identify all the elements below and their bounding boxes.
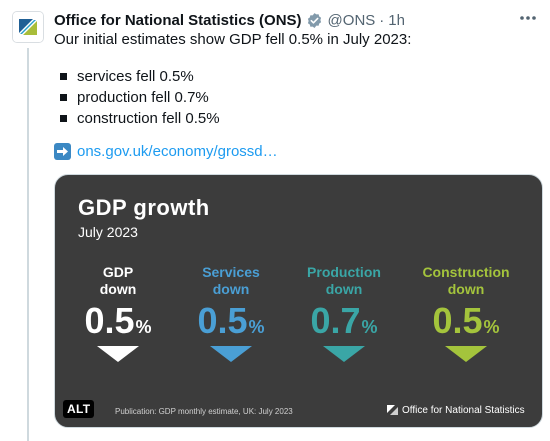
stat-number: 0.5 — [84, 300, 135, 341]
down-triangle-icon — [445, 346, 487, 362]
stat-label-direction: down — [99, 281, 137, 297]
down-triangle-icon — [323, 346, 365, 362]
bullet-square-icon — [60, 94, 67, 101]
card-brand: Office for National Statistics — [387, 404, 525, 416]
stat-label: Services — [202, 264, 260, 280]
stat-unit: % — [248, 317, 265, 337]
stat-label-direction: down — [447, 281, 485, 297]
stat-label-direction: down — [325, 281, 363, 297]
stat-number: 0.5 — [197, 300, 248, 341]
right-arrow-emoji-icon — [54, 143, 71, 160]
stat-construction: Construction down 0.5% — [411, 264, 521, 362]
list-item: services fell 0.5% — [54, 66, 220, 87]
stat-number: 0.7 — [310, 300, 361, 341]
media-card[interactable]: GDP growth July 2023 GDP down 0.5% Servi… — [54, 174, 543, 428]
verified-badge-icon[interactable] — [306, 12, 323, 29]
card-source: Publication: GDP monthly estimate, UK: J… — [115, 407, 293, 416]
card-title: GDP growth — [78, 195, 210, 220]
list-item: construction fell 0.5% — [54, 108, 220, 129]
more-options-icon[interactable] — [514, 8, 542, 28]
author-name[interactable]: Office for National Statistics (ONS) — [54, 11, 302, 29]
thread-line — [27, 48, 29, 441]
tweet-header: Office for National Statistics (ONS) @ON… — [54, 10, 405, 30]
link-row: ons.gov.uk/economy/grossd… — [54, 143, 278, 160]
stat-number: 0.5 — [432, 300, 483, 341]
stat-label: Construction — [422, 264, 510, 280]
ons-logo-icon — [13, 12, 43, 42]
down-triangle-icon — [210, 346, 252, 362]
stat-label: GDP — [102, 264, 134, 280]
stat-production: Production down 0.7% — [289, 264, 399, 362]
card-brand-text: Office for National Statistics — [402, 404, 525, 416]
tweet-intro: Our initial estimates show GDP fell 0.5%… — [54, 31, 412, 48]
card-subtitle: July 2023 — [78, 224, 138, 240]
stat-unit: % — [483, 317, 500, 337]
stat-gdp: GDP down 0.5% — [63, 264, 173, 362]
stat-value: 0.7% — [289, 300, 399, 341]
stat-value: 0.5% — [176, 300, 286, 341]
alt-text-badge[interactable]: ALT — [63, 400, 95, 418]
list-item: production fell 0.7% — [54, 87, 220, 108]
stat-unit: % — [135, 317, 152, 337]
ons-logo-icon — [387, 405, 398, 415]
stat-unit: % — [361, 317, 378, 337]
list-item-text: production fell 0.7% — [77, 89, 209, 106]
tweet-time[interactable]: 1h — [388, 11, 405, 29]
stat-services: Services down 0.5% — [176, 264, 286, 362]
bullet-list: services fell 0.5% production fell 0.7% … — [54, 66, 220, 129]
stat-label-direction: down — [212, 281, 250, 297]
article-link[interactable]: ons.gov.uk/economy/grossd… — [77, 143, 278, 160]
down-triangle-icon — [97, 346, 139, 362]
stat-value: 0.5% — [411, 300, 521, 341]
list-item-text: services fell 0.5% — [77, 68, 194, 85]
separator-dot: · — [379, 11, 385, 29]
avatar[interactable] — [12, 11, 44, 43]
bullet-square-icon — [60, 73, 67, 80]
stat-label: Production — [307, 264, 381, 280]
list-item-text: construction fell 0.5% — [77, 110, 220, 127]
author-handle[interactable]: @ONS — [327, 11, 376, 29]
stat-value: 0.5% — [63, 300, 173, 341]
bullet-square-icon — [60, 115, 67, 122]
